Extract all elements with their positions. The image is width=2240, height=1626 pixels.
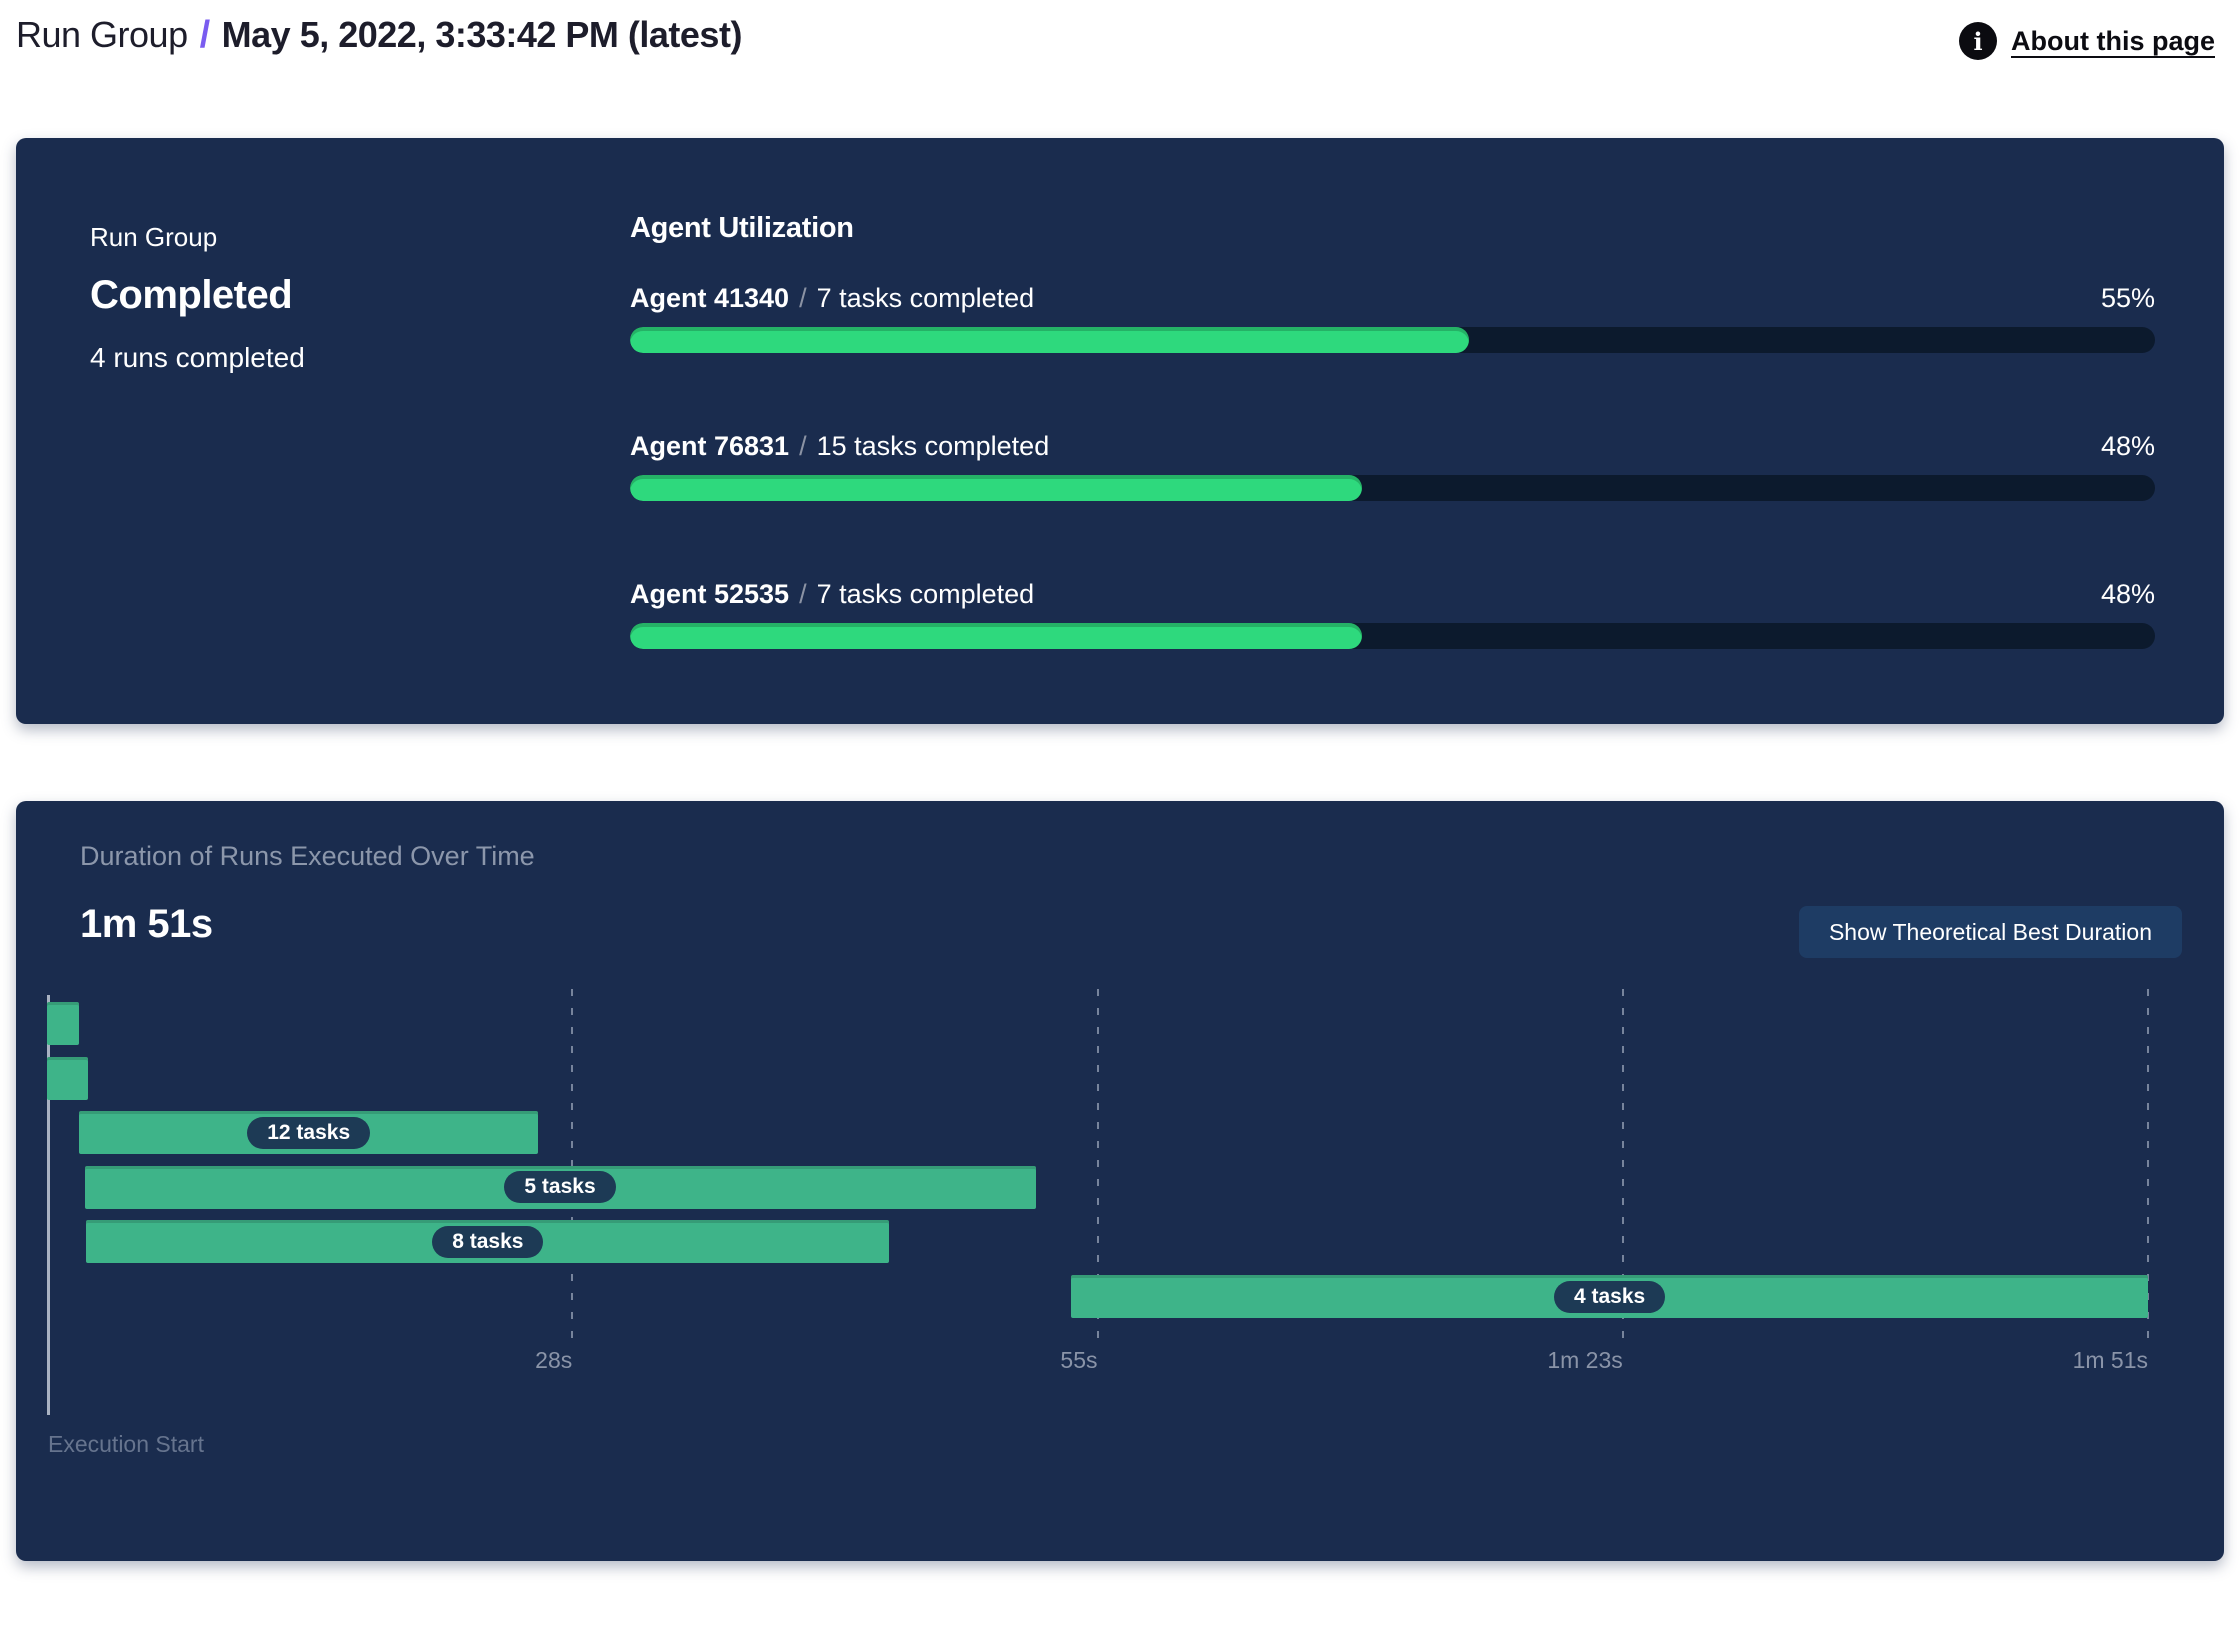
- x-axis-tick-label: 1m 51s: [2072, 1347, 2148, 1373]
- run-group-summary-panel: Run Group Completed 4 runs completed Age…: [16, 138, 2224, 724]
- run-group-status: Completed: [90, 273, 293, 317]
- info-icon-glyph: i: [1973, 26, 1983, 56]
- agent-utilization-row: Agent 52535 / 7 tasks completed 48%: [630, 579, 2155, 649]
- gantt-run-bar[interactable]: [47, 1056, 89, 1100]
- agent-separator: /: [799, 579, 807, 609]
- gantt-tasks-count-pill: 5 tasks: [504, 1171, 616, 1204]
- run-group-label: Run Group: [90, 222, 218, 252]
- agent-utilization-bar-track: [630, 327, 2155, 353]
- gridline: [571, 989, 574, 1341]
- breadcrumb-separator: /: [199, 14, 211, 56]
- agent-utilization-bar-fill: [630, 475, 1362, 501]
- agent-utilization-section: Agent Utilization Agent 41340 / 7 tasks …: [630, 138, 2155, 724]
- agent-utilization-bar-track: [630, 475, 2155, 501]
- agent-utilization-row: Agent 76831 / 15 tasks completed 48%: [630, 431, 2155, 501]
- agent-separator: /: [799, 431, 807, 461]
- gantt-run-bar[interactable]: [47, 1002, 79, 1045]
- agent-utilization-percent: 48%: [2100, 579, 2155, 609]
- duration-gantt-chart: 28s 55s 1m 23s 1m 51s 12 tasks 5 tasks 8 tasks…: [47, 987, 2149, 1417]
- gantt-run-bar[interactable]: 4 tasks: [1071, 1275, 2148, 1318]
- gridline: [1096, 989, 1099, 1341]
- gantt-tasks-count-pill: 4 tasks: [1553, 1280, 1666, 1313]
- agent-tasks-completed: 7 tasks completed: [816, 579, 1035, 609]
- gantt-tasks-count-pill: 12 tasks: [247, 1116, 371, 1149]
- execution-start-label: Execution Start: [48, 1431, 204, 1457]
- agent-utilization-title: Agent Utilization: [630, 212, 854, 244]
- about-this-page-link[interactable]: i About this page: [1959, 22, 2215, 60]
- x-axis-tick-label: 28s: [535, 1347, 573, 1373]
- x-axis-tick-label: 55s: [1060, 1347, 1098, 1373]
- agent-row-label-line: Agent 76831 / 15 tasks completed 48%: [630, 431, 2155, 461]
- about-this-page-label: About this page: [2011, 25, 2215, 56]
- gantt-run-bar[interactable]: 5 tasks: [84, 1165, 1036, 1209]
- gantt-tasks-count-pill: 8 tasks: [432, 1225, 544, 1258]
- page-title-date: May 5, 2022, 3:33:42 PM (latest): [221, 14, 743, 55]
- agent-utilization-percent: 55%: [2100, 283, 2155, 313]
- gantt-run-bar[interactable]: 8 tasks: [86, 1220, 890, 1264]
- gantt-run-bar[interactable]: 12 tasks: [78, 1111, 539, 1155]
- page-title: Run Group / May 5, 2022, 3:33:42 PM (lat…: [16, 14, 742, 57]
- gridline: [1621, 989, 1624, 1341]
- agent-name: Agent 41340: [630, 283, 790, 313]
- run-group-status-block: Run Group Completed 4 runs completed: [90, 138, 630, 724]
- agent-row-label-line: Agent 41340 / 7 tasks completed 55%: [630, 283, 2155, 313]
- total-duration-value: 1m 51s: [80, 902, 213, 946]
- agent-separator: /: [799, 283, 807, 313]
- duration-panel: Duration of Runs Executed Over Time 1m 5…: [16, 801, 2224, 1561]
- agent-utilization-row: Agent 41340 / 7 tasks completed 55%: [630, 283, 2155, 353]
- agent-name: Agent 76831: [630, 431, 790, 461]
- agent-utilization-rows: Agent 41340 / 7 tasks completed 55% Agen…: [630, 283, 2155, 649]
- agent-utilization-bar-fill: [630, 623, 1362, 649]
- duration-chart-title: Duration of Runs Executed Over Time: [80, 841, 535, 871]
- page-header: Run Group / May 5, 2022, 3:33:42 PM (lat…: [0, 0, 2240, 138]
- info-icon: i: [1959, 22, 1997, 60]
- gridline: [2147, 989, 2149, 1341]
- x-axis-tick-label: 1m 23s: [1547, 1347, 1623, 1373]
- runs-completed-count: 4 runs completed: [90, 342, 305, 373]
- agent-utilization-bar-fill: [630, 327, 1469, 353]
- breadcrumb-run-group: Run Group: [16, 14, 188, 55]
- agent-tasks-completed: 7 tasks completed: [816, 283, 1035, 313]
- show-theoretical-best-duration-button[interactable]: Show Theoretical Best Duration: [1798, 906, 2182, 958]
- agent-tasks-completed: 15 tasks completed: [816, 431, 1050, 461]
- agent-utilization-percent: 48%: [2100, 431, 2155, 461]
- agent-utilization-bar-track: [630, 623, 2155, 649]
- execution-start-axis-line: [47, 995, 50, 1415]
- agent-name: Agent 52535: [630, 579, 790, 609]
- agent-row-label-line: Agent 52535 / 7 tasks completed 48%: [630, 579, 2155, 609]
